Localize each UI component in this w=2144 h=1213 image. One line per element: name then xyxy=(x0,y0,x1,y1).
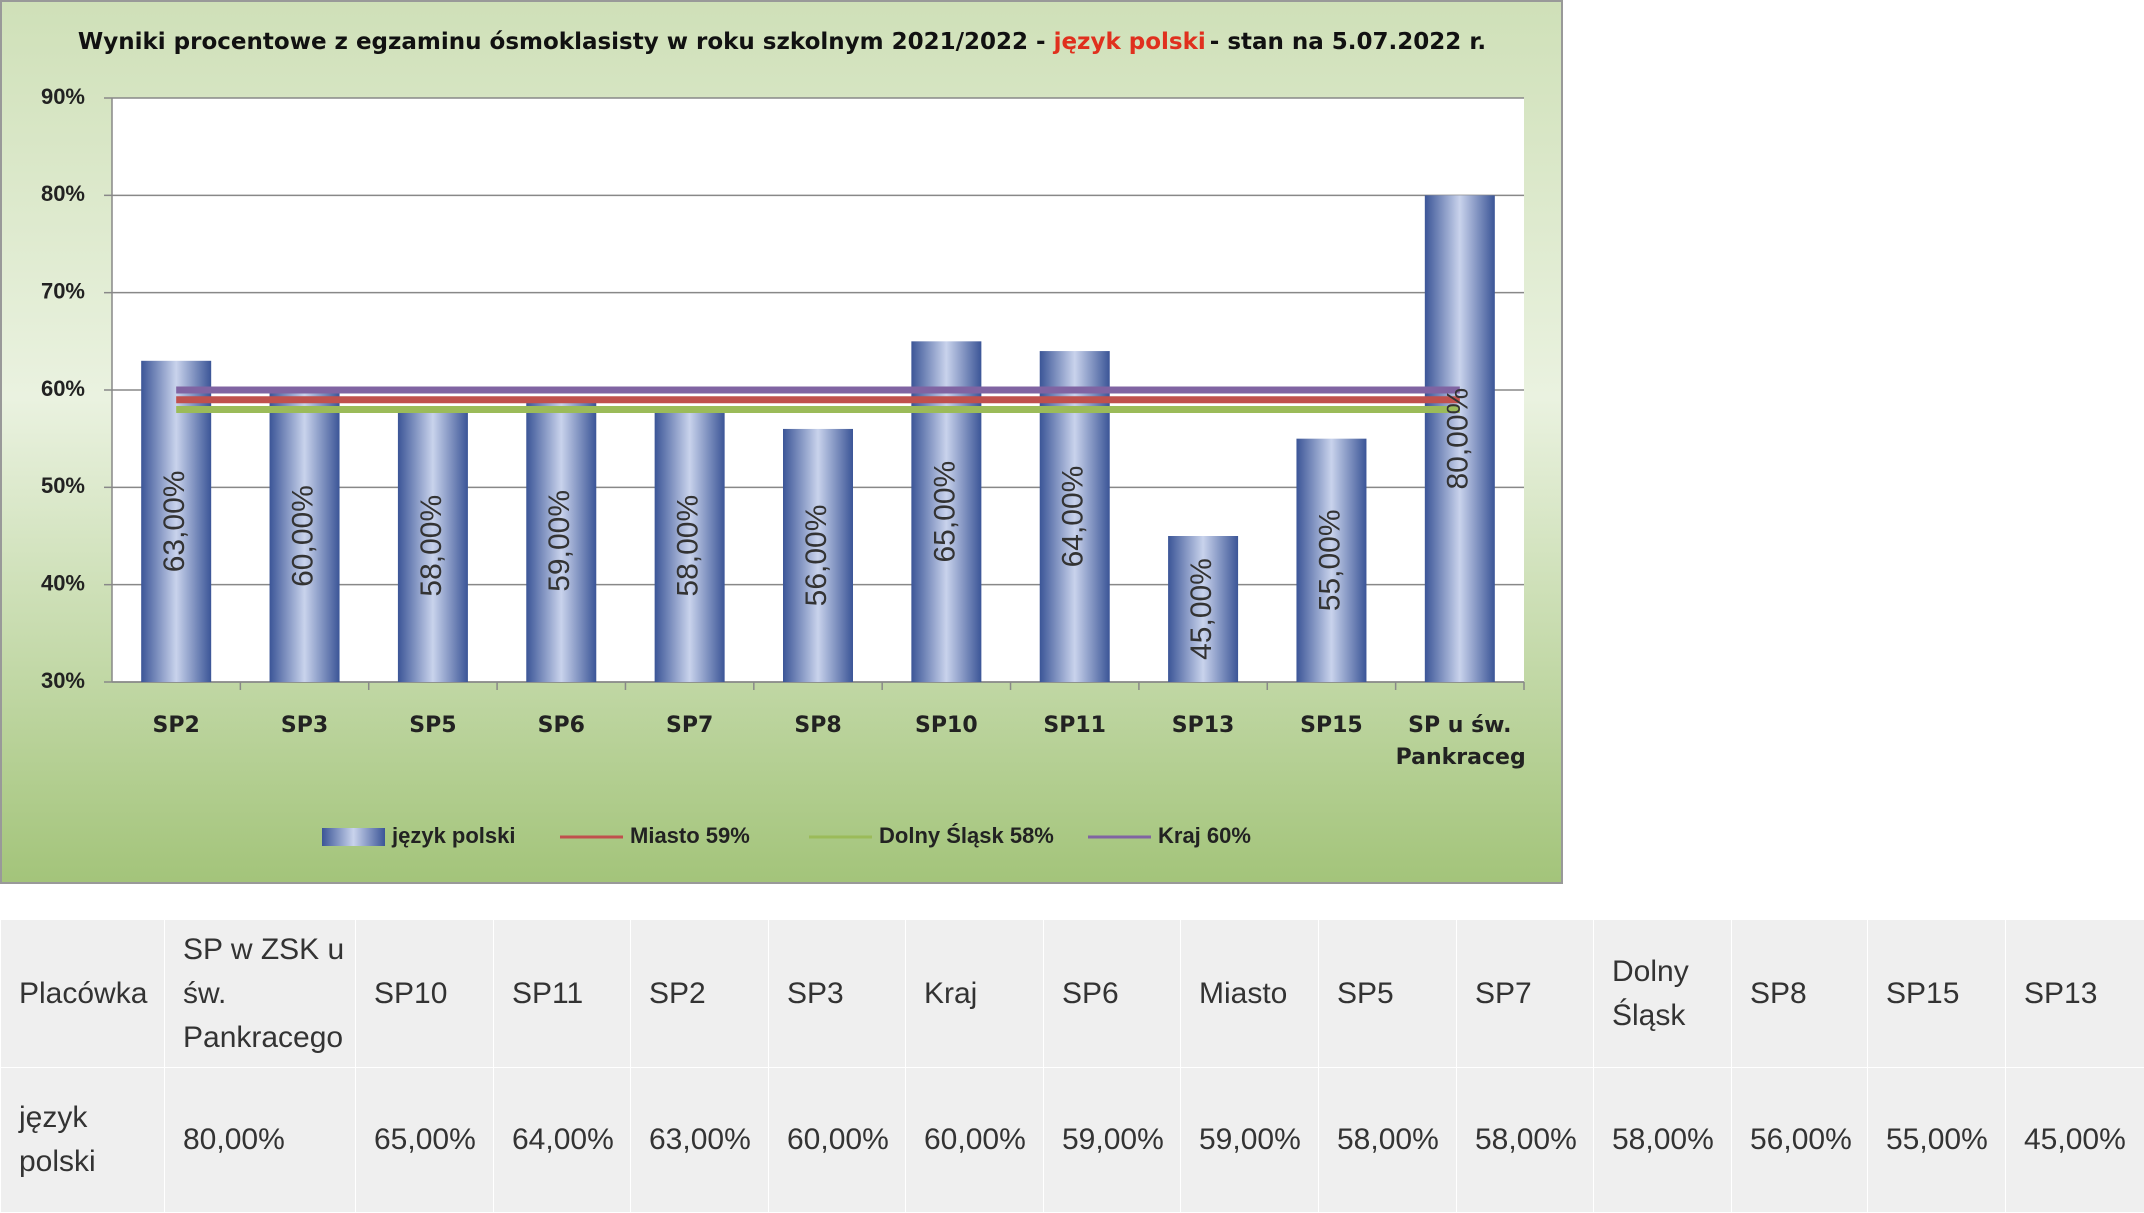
table-cell: SP10 xyxy=(356,920,494,1068)
legend-swatch xyxy=(322,828,385,846)
x-tick-label: SP15 xyxy=(1267,710,1395,742)
x-tick-label-box: SP10 xyxy=(882,710,1010,790)
x-tick-label-box: SP8 xyxy=(754,710,882,790)
table-cell: 59,00% xyxy=(1044,1068,1181,1213)
table-cell: SP2 xyxy=(631,920,769,1068)
data-label: 59,00% xyxy=(543,490,576,592)
x-tick-label: SP5 xyxy=(369,710,497,742)
table-cell: 45,00% xyxy=(2006,1068,2144,1213)
x-tick-label-box: SP5 xyxy=(369,710,497,790)
table-cell: 58,00% xyxy=(1457,1068,1594,1213)
legend-label: Miasto 59% xyxy=(630,823,750,848)
data-label: 45,00% xyxy=(1185,558,1218,660)
x-tick-label-box: SP2 xyxy=(112,710,240,790)
table-cell: SP8 xyxy=(1732,920,1868,1068)
x-tick-label-box: SP15 xyxy=(1267,710,1395,790)
x-tick-label: SP3 xyxy=(240,710,368,742)
table-cell: SP5 xyxy=(1319,920,1457,1068)
chart: Wyniki procentowe z egzaminu ósmoklasist… xyxy=(0,0,1564,885)
table-cell: 55,00% xyxy=(1868,1068,2006,1213)
x-tick-label-box: SP3 xyxy=(240,710,368,790)
data-label: 64,00% xyxy=(1057,466,1090,568)
y-tick-label: 30% xyxy=(41,668,85,693)
table-cell: 60,00% xyxy=(906,1068,1044,1213)
y-tick-label: 40% xyxy=(41,570,85,595)
table-cell: 56,00% xyxy=(1732,1068,1868,1213)
y-tick-label: 90% xyxy=(41,84,85,109)
data-label: 80,00% xyxy=(1442,388,1475,490)
title-part: Wyniki procentowe z egzaminu ósmoklasist… xyxy=(78,29,1046,55)
legend-label: język polski xyxy=(391,823,516,848)
x-tick-label: SP6 xyxy=(497,710,625,742)
chart-title: Wyniki procentowe z egzaminu ósmoklasist… xyxy=(78,29,1486,55)
x-tick-label: SP2 xyxy=(112,710,240,742)
data-label: 60,00% xyxy=(286,485,319,587)
data-label: 58,00% xyxy=(672,495,705,597)
y-tick-label: 80% xyxy=(41,181,85,206)
table-cell: 58,00% xyxy=(1594,1068,1732,1213)
table-cell: SP15 xyxy=(1868,920,2006,1068)
table-cell: 63,00% xyxy=(631,1068,769,1213)
legend-label: Dolny Śląsk 58% xyxy=(879,823,1054,848)
table-cell: Kraj xyxy=(906,920,1044,1068)
table-cell: 64,00% xyxy=(494,1068,631,1213)
x-tick-label-box: SP7 xyxy=(625,710,753,790)
data-label: 63,00% xyxy=(158,471,191,573)
table-cell: SP6 xyxy=(1044,920,1181,1068)
y-tick-label: 70% xyxy=(41,278,85,303)
table-cell: Dolny Śląsk xyxy=(1594,920,1732,1068)
x-tick-label: SP13 xyxy=(1139,710,1267,742)
x-tick-label-box: SP u św. Pankracego xyxy=(1396,710,1524,790)
x-tick-label: SP7 xyxy=(625,710,753,742)
data-label: 65,00% xyxy=(928,461,961,563)
data-label: 55,00% xyxy=(1313,509,1346,611)
table-cell: SP w ZSK u św. Pankracego xyxy=(165,920,356,1068)
y-tick-label: 50% xyxy=(41,473,85,498)
x-tick-label: SP u św. Pankracego xyxy=(1396,710,1524,774)
table-cell: Placówka xyxy=(1,920,165,1068)
x-tick-label-box: SP13 xyxy=(1139,710,1267,790)
table-cell: 60,00% xyxy=(769,1068,906,1213)
data-label: 58,00% xyxy=(415,495,448,597)
x-tick-label: SP8 xyxy=(754,710,882,742)
table-cell: 59,00% xyxy=(1181,1068,1319,1213)
table-cell: 58,00% xyxy=(1319,1068,1457,1213)
table-cell: SP11 xyxy=(494,920,631,1068)
title-part: - stan na 5.07.2022 r. xyxy=(1210,29,1486,55)
legend-label: Kraj 60% xyxy=(1158,823,1251,848)
data-label: 56,00% xyxy=(800,505,833,607)
table-cell: 65,00% xyxy=(356,1068,494,1213)
table-cell: 80,00% xyxy=(165,1068,356,1213)
table-cell: język polski xyxy=(1,1068,165,1213)
x-tick-label-box: SP6 xyxy=(497,710,625,790)
table-cell: SP3 xyxy=(769,920,906,1068)
table-cell: SP7 xyxy=(1457,920,1594,1068)
x-tick-label: SP11 xyxy=(1011,710,1139,742)
table-cell: Miasto xyxy=(1181,920,1319,1068)
table-cell: SP13 xyxy=(2006,920,2144,1068)
title-highlight: język polski xyxy=(1053,29,1206,55)
x-tick-label: SP10 xyxy=(882,710,1010,742)
y-tick-label: 60% xyxy=(41,376,85,401)
x-tick-label-box: SP11 xyxy=(1011,710,1139,790)
